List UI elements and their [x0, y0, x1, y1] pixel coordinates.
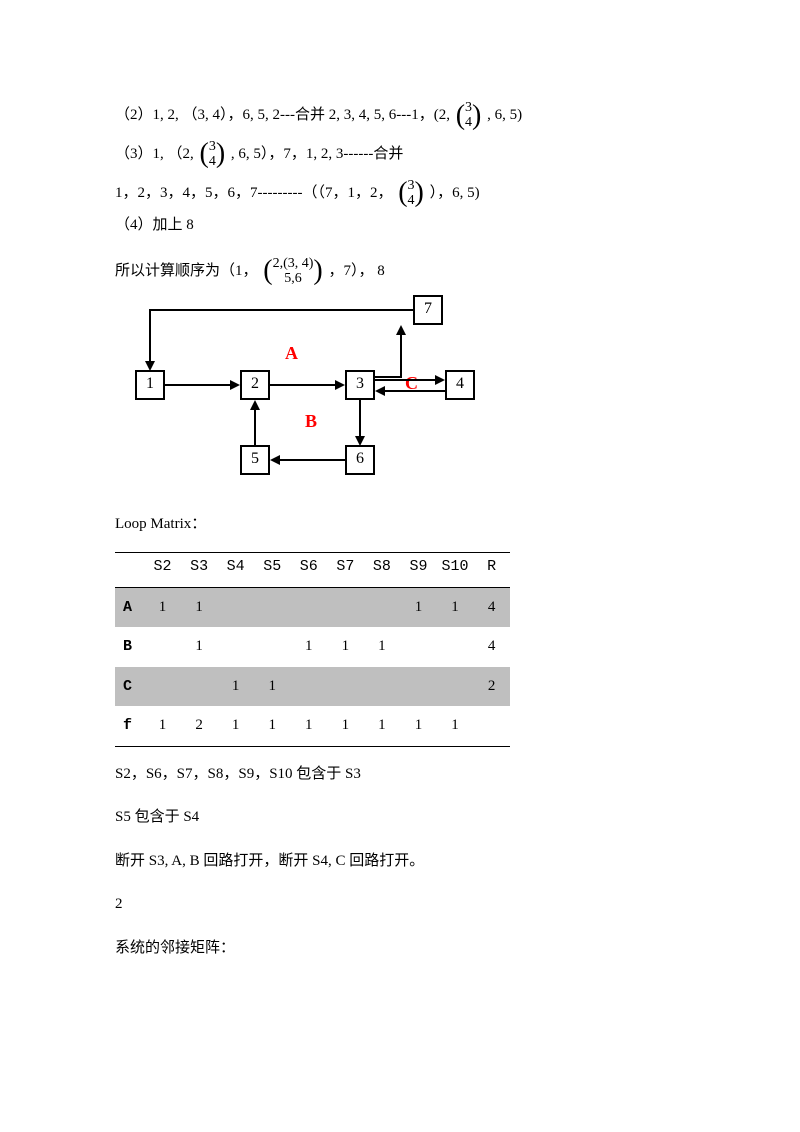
- cell: 1: [144, 587, 181, 627]
- text-line-3: 1，2，3，4，5，6，7---------（（7，1，2， (34) ），6,…: [115, 178, 685, 209]
- loop-matrix-title: Loop Matrix：: [115, 515, 685, 535]
- cell: 1: [327, 706, 364, 746]
- cell: 1: [437, 587, 474, 627]
- table-row: A11114: [115, 587, 510, 627]
- flowchart-diagram: 1 2 3 4 5 6 7 A B C: [135, 295, 515, 490]
- cell: 1: [144, 706, 181, 746]
- cell: 1: [217, 706, 254, 746]
- node-4: 4: [445, 370, 475, 400]
- cell: [181, 667, 218, 707]
- cell: 1: [217, 667, 254, 707]
- row-label: B: [115, 627, 144, 667]
- row-label: f: [115, 706, 144, 746]
- cell: 1: [327, 627, 364, 667]
- cell: 1: [400, 706, 437, 746]
- cell: 1: [400, 587, 437, 627]
- cell: [400, 667, 437, 707]
- cell: 1: [254, 706, 291, 746]
- line2b: , 6, 5），7，1, 2, 3------合并: [231, 146, 403, 162]
- node-1: 1: [135, 370, 165, 400]
- cell: [254, 587, 291, 627]
- cell: [473, 706, 510, 746]
- line1a: （2）1, 2, （3, 4），6, 5, 2---合并 2, 3, 4, 5,…: [115, 107, 454, 123]
- cell: 4: [473, 587, 510, 627]
- node-3: 3: [345, 370, 375, 400]
- row-label: C: [115, 667, 144, 707]
- cell: [144, 627, 181, 667]
- cell: [364, 587, 401, 627]
- cell: 1: [291, 627, 328, 667]
- cell: [217, 587, 254, 627]
- cell: 1: [291, 706, 328, 746]
- label-a: A: [285, 342, 298, 365]
- cell: [291, 667, 328, 707]
- cell: 1: [364, 706, 401, 746]
- line5b: ，7）， 8: [329, 263, 385, 279]
- cell: [400, 627, 437, 667]
- matrix-34-1: (34): [456, 100, 482, 131]
- cell: [144, 667, 181, 707]
- table-row: B11114: [115, 627, 510, 667]
- line3a: 1，2，3，4，5，6，7---------（（7，1，2，: [115, 184, 392, 200]
- body-text-1: S2，S6，S7，S8，S9，S10 包含于 S3: [115, 765, 685, 785]
- row-label: A: [115, 587, 144, 627]
- matrix-34-2: (34): [200, 139, 226, 170]
- cell: 1: [364, 627, 401, 667]
- cell: [327, 667, 364, 707]
- table-row: C 11 2: [115, 667, 510, 707]
- table-header-row: S2 S3 S4 S5 S6 S7 S8 S9 S10 R: [115, 553, 510, 588]
- matrix-34-3: (34): [398, 178, 424, 209]
- cell: 2: [181, 706, 218, 746]
- cell: [437, 667, 474, 707]
- table-row: f121111111: [115, 706, 510, 746]
- text-line-5: 所以计算顺序为（1， (2,(3, 4)5,6) ，7）， 8: [115, 256, 685, 287]
- label-b: B: [305, 410, 317, 433]
- cell: 1: [181, 627, 218, 667]
- body-text-3: 断开 S3, A, B 回路打开，断开 S4, C 回路打开。: [115, 852, 685, 872]
- body-text-4: 2: [115, 895, 685, 915]
- cell: [217, 627, 254, 667]
- line2a: （3）1, （2,: [115, 146, 198, 162]
- cell: 2: [473, 667, 510, 707]
- text-line-2: （3）1, （2, (34) , 6, 5），7，1, 2, 3------合并: [115, 139, 685, 170]
- node-7: 7: [413, 295, 443, 325]
- body-text-5: 系统的邻接矩阵：: [115, 939, 685, 959]
- cell: 1: [254, 667, 291, 707]
- cell: [437, 627, 474, 667]
- body-text-2: S5 包含于 S4: [115, 808, 685, 828]
- text-line-4: （4）加上 8: [115, 216, 685, 236]
- loop-matrix-table: S2 S3 S4 S5 S6 S7 S8 S9 S10 R A11114B111…: [115, 552, 510, 747]
- cell: [291, 587, 328, 627]
- cell: [327, 587, 364, 627]
- line1b: , 6, 5): [487, 107, 522, 123]
- line5a: 所以计算顺序为（1，: [115, 263, 258, 279]
- cell: 1: [181, 587, 218, 627]
- line3b: ），6, 5): [430, 184, 480, 200]
- cell: 1: [437, 706, 474, 746]
- text-line-1: （2）1, 2, （3, 4），6, 5, 2---合并 2, 3, 4, 5,…: [115, 100, 685, 131]
- cell: [364, 667, 401, 707]
- node-2: 2: [240, 370, 270, 400]
- cell: 4: [473, 627, 510, 667]
- matrix-big: (2,(3, 4)5,6): [263, 256, 322, 287]
- node-6: 6: [345, 445, 375, 475]
- node-5: 5: [240, 445, 270, 475]
- cell: [254, 627, 291, 667]
